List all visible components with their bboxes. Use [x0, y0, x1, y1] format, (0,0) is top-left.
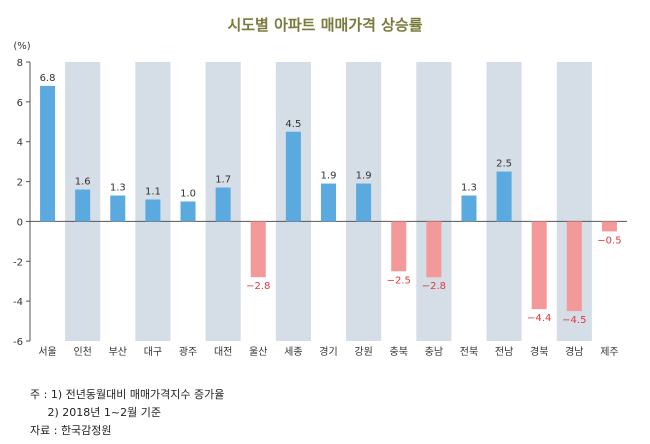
bar-제주 [601, 221, 617, 232]
category-label: 제주 [600, 346, 618, 358]
bar-충북 [391, 221, 407, 272]
bar-경기 [321, 183, 336, 222]
bar-전남 [496, 171, 512, 222]
category-label: 강원 [354, 346, 372, 358]
data-label: 1.1 [145, 187, 161, 198]
data-label: 1.0 [180, 189, 196, 200]
category-label: 광주 [179, 346, 197, 358]
category-label: 충남 [425, 346, 443, 358]
bar-강원 [356, 183, 372, 222]
data-label: 1.6 [75, 177, 91, 188]
bar-서울 [40, 85, 56, 222]
bar-광주 [180, 201, 196, 222]
category-label: 세종 [284, 346, 302, 358]
bar-울산 [250, 221, 266, 278]
y-tick-label: 6 [17, 98, 23, 109]
category-label: 인천 [73, 346, 91, 358]
data-label: 1.7 [215, 175, 231, 186]
category-label: 경북 [530, 345, 548, 358]
data-label: −2.8 [246, 281, 270, 292]
y-tick-label: 8 [17, 58, 23, 69]
bar-인천 [75, 189, 91, 222]
bar-대구 [145, 199, 161, 222]
bar-세종 [285, 131, 301, 222]
bar-경북 [531, 221, 547, 310]
category-label: 울산 [249, 346, 267, 358]
y-tick-label: 2 [17, 178, 23, 189]
category-label: 전남 [495, 346, 513, 358]
category-label: 경기 [319, 345, 337, 358]
bar-경남 [566, 221, 582, 312]
note-1: 주 : 1) 전년동월대비 매매가격지수 증가율 [30, 388, 225, 401]
category-label: 부산 [109, 346, 127, 358]
bar-전북 [461, 195, 477, 222]
category-label: 경남 [565, 345, 583, 358]
bar-부산 [110, 195, 126, 222]
data-label: −4.5 [562, 315, 586, 326]
data-label: 6.8 [40, 73, 56, 84]
category-band [416, 62, 452, 341]
data-label: 4.5 [285, 119, 301, 130]
y-tick-label: -4 [13, 297, 23, 308]
y-tick-label: -2 [13, 257, 23, 268]
bar-충남 [426, 221, 442, 278]
data-label: 1.3 [110, 183, 126, 194]
bar-대전 [215, 187, 231, 222]
data-label: −2.5 [387, 275, 411, 286]
category-label: 대전 [214, 346, 232, 358]
data-label: 2.5 [496, 159, 512, 170]
y-axis-unit-label: (%) [13, 41, 30, 52]
data-label: −0.5 [597, 235, 621, 246]
note-2: 2) 2018년 1~2월 기준 [30, 406, 161, 419]
source-note: 자료 : 한국감정원 [30, 424, 112, 437]
data-label: 1.9 [356, 171, 372, 182]
y-tick-label: 0 [17, 217, 23, 228]
data-label: −4.4 [527, 313, 551, 324]
category-label: 충북 [390, 346, 408, 358]
chart-title: 시도별 아파트 매매가격 상승률 [227, 16, 423, 34]
y-tick-label: 4 [17, 138, 23, 149]
category-label: 대구 [144, 346, 162, 358]
category-label: 전북 [460, 346, 478, 358]
y-tick-label: -6 [13, 337, 23, 348]
data-label: 1.9 [321, 171, 337, 182]
data-label: 1.3 [461, 183, 477, 194]
category-label: 서울 [38, 346, 56, 358]
data-label: −2.8 [422, 281, 446, 292]
